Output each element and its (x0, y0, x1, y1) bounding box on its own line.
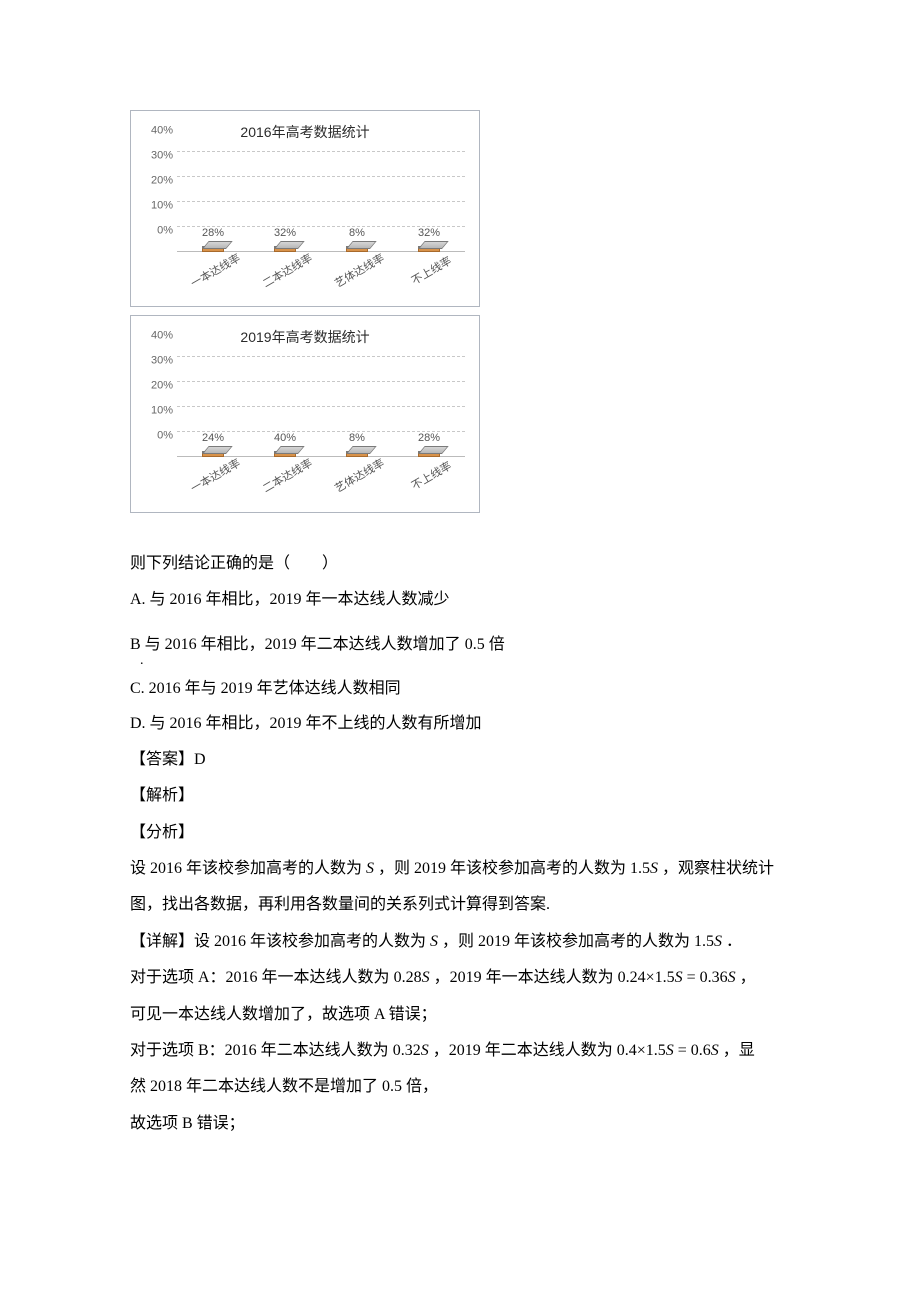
xj-b3: ，显 (723, 1042, 755, 1059)
var-15S: 1.5S (630, 860, 658, 877)
xj-b-line3: 故选项 B 错误； (130, 1109, 790, 1139)
chart-2019-title: 2019年高考数据统计 (141, 324, 469, 351)
xj-p1c: ． (726, 933, 742, 950)
bar-rect (346, 451, 368, 453)
option-d: D. 与 2016 年相比，2019 年不上线的人数有所增加 (130, 709, 790, 739)
jiexi-label: 【解析】 (130, 781, 790, 811)
var-S: S (366, 860, 374, 877)
fenxi-p1c: ，观察柱状统计 (662, 860, 774, 877)
option-b-dot: . (140, 648, 144, 675)
xj-b-line2: 然 2018 年二本达线人数不是增加了 0.5 倍， (130, 1072, 790, 1102)
v024x15S: 0.24×1.5S = 0.36S (618, 969, 736, 986)
bar-rect (202, 451, 224, 453)
xj-a2: ，2019 年一本达线人数为 (434, 969, 614, 986)
fenxi-p1: 设 2016 年该校参加高考的人数为 S ，则 2019 年该校参加高考的人数为… (130, 854, 790, 884)
xj-a-line1: 对于选项 A：2016 年一本达线人数为 0.28S ，2019 年一本达线人数… (130, 963, 790, 993)
xiangjie-p1: 【详解】设 2016 年该校参加高考的人数为 S ，则 2019 年该校参加高考… (130, 927, 790, 957)
answer-line: 【答案】D (130, 745, 790, 775)
bar-1: 40% (274, 428, 296, 457)
bar-0: 24% (202, 428, 224, 457)
option-b-text-2: 倍 (489, 636, 505, 653)
bar-rect (346, 246, 368, 248)
fenxi-p2: 图，找出各数据，再利用各数量间的关系列式计算得到答案. (130, 890, 790, 920)
chart-2016: 2016年高考数据统计 40% 30% 20% 10% 0% 28%32%8%3… (130, 110, 480, 307)
bar-rect (418, 451, 440, 453)
option-b-num: 0.5 (465, 636, 485, 653)
v028S: 0.28S (394, 969, 430, 986)
chart-2019: 2019年高考数据统计 40% 30% 20% 10% 0% 24%40%8%2… (130, 315, 480, 512)
bar-0: 28% (202, 223, 224, 252)
xiangjie-label: 【详解】 (130, 933, 194, 950)
fenxi-p1a: 设 2016 年该校参加高考的人数为 (130, 860, 362, 877)
var-15S-2: 1.5S (694, 933, 722, 950)
var-S-2: S (430, 933, 438, 950)
fenxi-label: 【分析】 (130, 818, 790, 848)
bar-3: 32% (418, 223, 440, 252)
bar-2: 8% (346, 428, 368, 457)
bar-3: 28% (418, 428, 440, 457)
xj-b1: 对于选项 B：2016 年二本达线人数为 (130, 1042, 389, 1059)
option-b-text-1: B 与 2016 年相比，2019 年二本达线人数增加了 (130, 636, 461, 653)
option-b: B 与 2016 年相比，2019 年二本达线人数增加了 0.5 倍 . (130, 630, 790, 660)
xj-a3: ， (740, 969, 756, 986)
question-stem: 则下列结论正确的是（ ） (130, 549, 790, 579)
bar-rect (202, 246, 224, 248)
xj-b2: ，2019 年二本达线人数为 (433, 1042, 613, 1059)
answer-value: D (194, 751, 206, 768)
option-c: C. 2016 年与 2019 年艺体达线人数相同 (130, 674, 790, 704)
xj-p1a: 设 2016 年该校参加高考的人数为 (194, 933, 426, 950)
chart-2016-title: 2016年高考数据统计 (141, 119, 469, 146)
bar-2: 8% (346, 223, 368, 252)
bar-rect (418, 246, 440, 248)
answer-label: 【答案】 (130, 751, 194, 768)
bar-rect (274, 451, 296, 453)
xj-a-line2: 可见一本达线人数增加了，故选项 A 错误； (130, 1000, 790, 1030)
xj-b-line1: 对于选项 B：2016 年二本达线人数为 0.32S ，2019 年二本达线人数… (130, 1036, 790, 1066)
chart-2019-plot: 40% 30% 20% 10% 0% 24%40%8%28% (177, 357, 465, 457)
v04x15S: 0.4×1.5S = 0.6S (617, 1042, 719, 1059)
xj-p1b: ，则 2019 年该校参加高考的人数为 (442, 933, 690, 950)
chart-2016-plot: 40% 30% 20% 10% 0% 28%32%8%32% (177, 152, 465, 252)
v032S: 0.32S (393, 1042, 429, 1059)
xj-a1: 对于选项 A：2016 年一本达线人数为 (130, 969, 390, 986)
option-a: A. 与 2016 年相比，2019 年一本达线人数减少 (130, 585, 790, 615)
bar-1: 32% (274, 223, 296, 252)
bar-rect (274, 246, 296, 248)
fenxi-p1b: ，则 2019 年该校参加高考的人数为 (378, 860, 626, 877)
